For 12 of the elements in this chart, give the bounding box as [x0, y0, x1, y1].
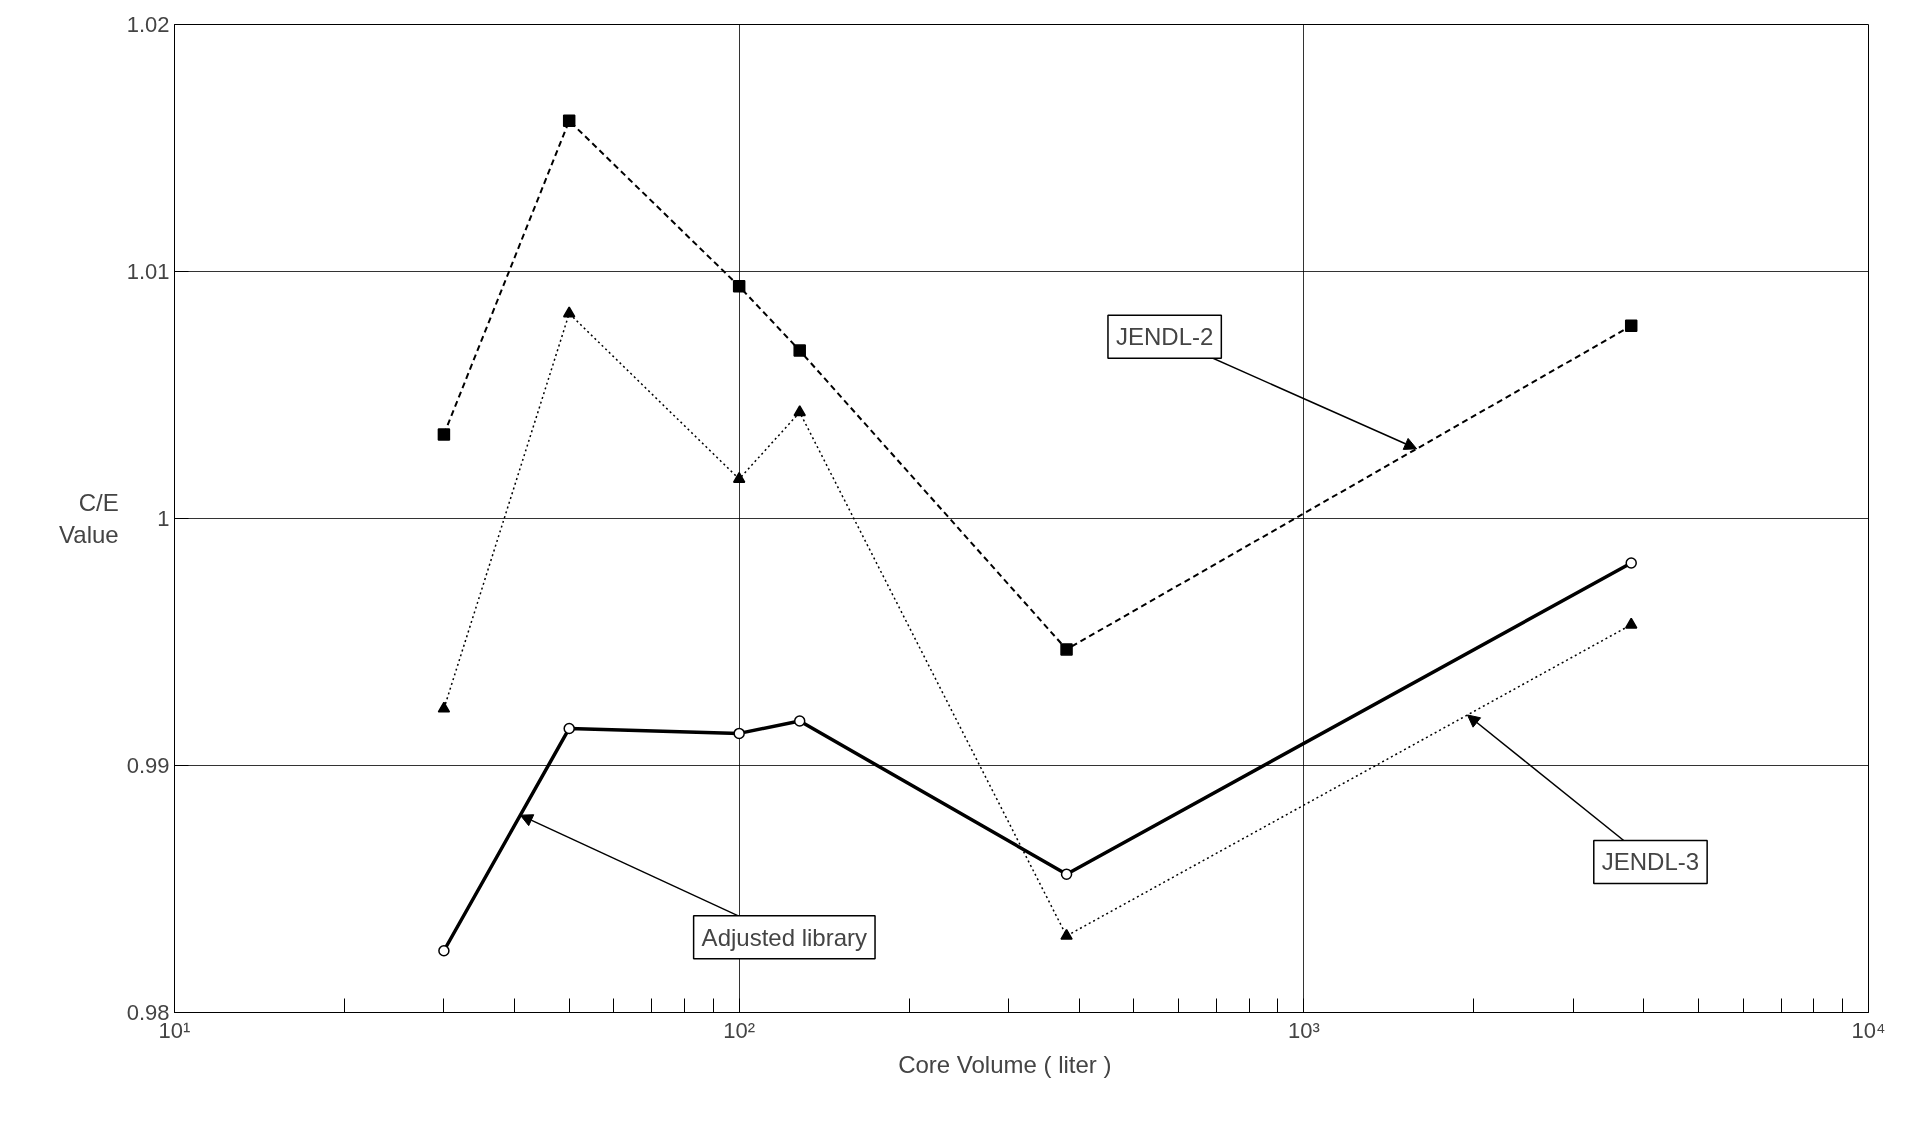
y-tick-label: 0.99: [126, 753, 170, 778]
x-tick-label: 10²: [723, 1017, 756, 1043]
text: JENDL-3: [1601, 848, 1700, 876]
y-axis-title: C/E Value: [59, 488, 119, 549]
x-tick-label: 10³: [1287, 1017, 1320, 1043]
y-tick-label: 1: [157, 506, 170, 531]
text: JENDL-2: [1115, 323, 1214, 351]
x-axis-title: Core Volume ( liter ): [898, 1050, 1112, 1078]
y-tick-label: 1.01: [126, 259, 170, 284]
text: Adjusted library: [701, 923, 868, 951]
x-tick-label: 10⁴: [1851, 1017, 1886, 1043]
y-tick-label: 1.02: [126, 12, 170, 37]
